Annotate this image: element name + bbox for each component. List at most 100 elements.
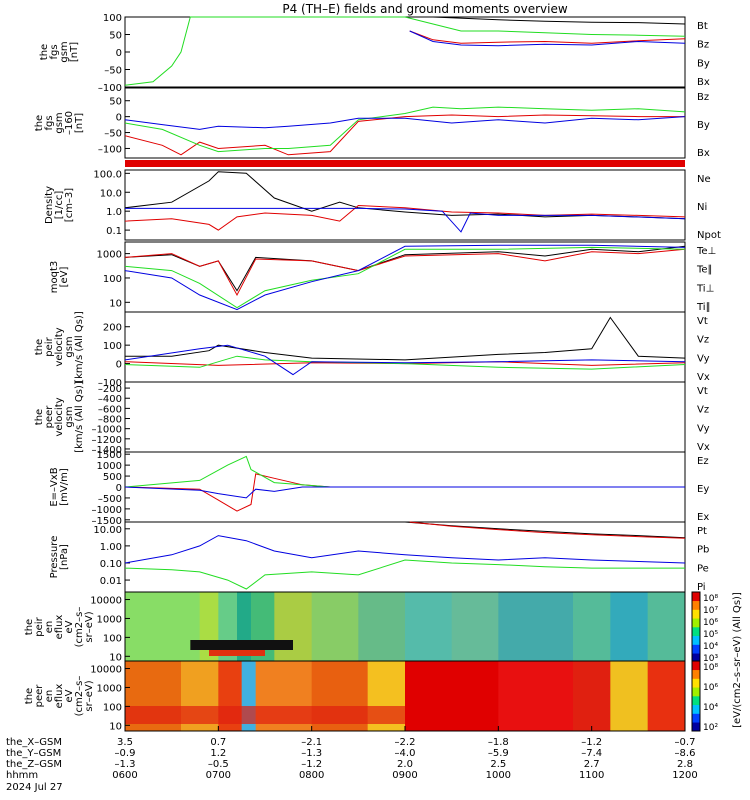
spectrogram-band	[274, 592, 313, 662]
panel-frame	[124, 16, 686, 88]
panel-frame	[124, 381, 686, 453]
series-line-Ey	[124, 455, 685, 488]
legend-entry: Ti∥	[696, 302, 711, 313]
series-line-Te⊥	[124, 248, 686, 297]
y-tick-label: 0.10	[100, 559, 122, 570]
colorbar-segment	[692, 618, 700, 628]
y-tick-label: 10.00	[93, 525, 122, 536]
x-row-label: the_Y–GSM	[6, 748, 61, 759]
legend-entry: Vt	[697, 386, 708, 397]
legend-entry: Ni	[697, 202, 707, 213]
y-axis-label: [km/s (All Qs)]	[74, 311, 85, 383]
y-axis-label: velocity	[54, 327, 65, 366]
x-tick-label: –1.3	[301, 748, 322, 759]
y-tick-label: –1500	[92, 516, 122, 527]
y-axis-label: [nPa]	[59, 544, 70, 570]
x-tick-label: –0.7	[675, 737, 696, 748]
legend-entry: Bx	[697, 77, 710, 88]
x-tick-label: 3.5	[117, 737, 133, 748]
y-axis-label: peer	[34, 684, 45, 708]
y-tick-label: 1000	[97, 250, 122, 261]
y-axis-label: the	[24, 619, 35, 635]
colorbar-tick-label: 10²	[703, 723, 718, 733]
x-tick-label: 1.2	[210, 748, 226, 759]
x-tick-label: 1200	[672, 770, 697, 781]
y-tick-label: –800	[98, 415, 122, 426]
x-tick-label: –2.1	[301, 737, 322, 748]
y-tick-label: 0.1	[106, 226, 122, 237]
legend-entry: Vz	[697, 405, 709, 416]
series-line-Npot	[125, 207, 686, 233]
legend-entry: Vx	[697, 372, 710, 383]
series-line-Bz	[409, 30, 686, 44]
legend-entry: Bz	[697, 40, 709, 51]
colorbar-segment	[692, 687, 700, 697]
y-axis-label: –160	[64, 111, 75, 135]
y-axis-label: sr–eV)	[84, 611, 95, 642]
colorbar-segment	[692, 696, 700, 706]
y-axis-label: eflux	[54, 615, 65, 640]
y-axis-label: peir	[34, 616, 45, 636]
y-axis-label: [nT]	[69, 42, 80, 62]
y-axis-label: gsm	[64, 336, 75, 357]
x-tick-label: –2.2	[395, 737, 416, 748]
colorbar-segment	[692, 678, 700, 688]
panel-frame	[124, 311, 686, 383]
y-axis-label: Density	[44, 186, 55, 224]
y-tick-label: 1.00	[100, 542, 122, 553]
spectrogram-band	[573, 661, 611, 731]
legend-entry: Ez	[697, 456, 709, 467]
y-tick-label: 0	[116, 113, 122, 124]
y-tick-label: 1000	[97, 614, 122, 625]
colorbar-tick-label: 10³	[703, 654, 718, 664]
colorbar-segment	[692, 722, 700, 732]
legend-entry: Vx	[697, 442, 710, 453]
series-line-Vt	[125, 316, 686, 361]
y-axis-label: fgs	[49, 44, 60, 59]
y-tick-label: –100	[98, 378, 122, 389]
y-tick-label: 1000	[97, 683, 122, 694]
colorbar-segment	[692, 669, 700, 679]
y-tick-label: –50	[104, 129, 122, 140]
y-axis-label: en	[44, 690, 55, 703]
legend-entry: Te∥	[696, 265, 713, 276]
colorbar-tick-label: 10⁶	[703, 618, 718, 628]
colorbar-segment	[692, 635, 700, 645]
legend-entry: Vt	[697, 316, 708, 327]
y-tick-label: 1000	[97, 461, 122, 472]
colorbar-frame	[691, 660, 701, 732]
x-tick-label: 0.7	[210, 737, 226, 748]
legend-entry: Bt	[697, 21, 708, 32]
y-axis-label: peer	[44, 405, 55, 429]
y-tick-label: 50	[109, 31, 122, 42]
y-tick-label: 100	[103, 13, 122, 24]
panel-frame	[124, 169, 686, 241]
colorbar-segment	[692, 661, 700, 671]
y-tick-label: –1000	[92, 505, 122, 516]
y-tick-label: –1400	[92, 445, 122, 456]
colorbar-segment	[692, 713, 700, 723]
spectrogram-band	[125, 592, 201, 662]
series-line-Ne	[124, 204, 686, 231]
y-tick-label: 10000	[90, 596, 122, 607]
y-tick-label: –100	[98, 83, 122, 94]
colorbar-segment	[692, 609, 700, 619]
x-tick-label: 2.7	[584, 759, 600, 770]
series-line-By	[124, 16, 686, 86]
y-tick-label: 100	[103, 702, 122, 713]
series-line-By	[124, 106, 686, 153]
y-tick-label: 50	[109, 97, 122, 108]
legend-entry: By	[697, 120, 710, 131]
y-tick-label: –50	[104, 66, 122, 77]
y-tick-label: 0	[116, 360, 122, 371]
y-axis-label: Pressure	[49, 536, 60, 579]
y-axis-label: [1/cc]	[54, 191, 65, 220]
legend-entry: Bz	[697, 92, 709, 103]
colorbar-segment	[692, 627, 700, 637]
x-tick-label: –5.9	[488, 748, 509, 759]
y-tick-label: 0.01	[100, 576, 122, 587]
y-tick-label: 1500	[97, 450, 122, 461]
y-tick-label: 10	[109, 298, 122, 309]
